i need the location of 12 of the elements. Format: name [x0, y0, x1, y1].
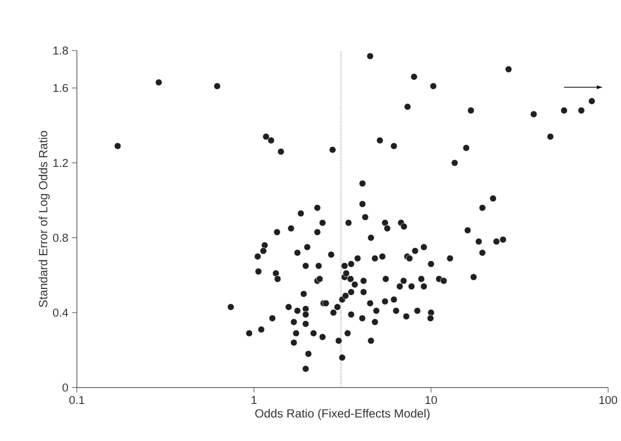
y-tick-label: 0.4 — [53, 308, 68, 317]
y-tick-label: 1.6 — [53, 84, 68, 92]
x-axis-title: Odds Ratio (Fixed-Effects Model) — [255, 408, 430, 420]
x-tick-label: 10 — [426, 396, 437, 404]
y-tick-label: 0 — [62, 383, 68, 392]
x-tick-label: 1 — [252, 396, 257, 404]
y-tick-label: 1.2 — [53, 158, 68, 167]
y-tick-label: 0.8 — [53, 234, 68, 242]
y-tick-label: 1.8 — [53, 46, 68, 55]
x-tick-label: 100 — [599, 396, 618, 404]
x-tick-label: 0.1 — [69, 396, 84, 404]
y-axis-title: Standard Error of Log Odds Ratio — [38, 130, 50, 308]
